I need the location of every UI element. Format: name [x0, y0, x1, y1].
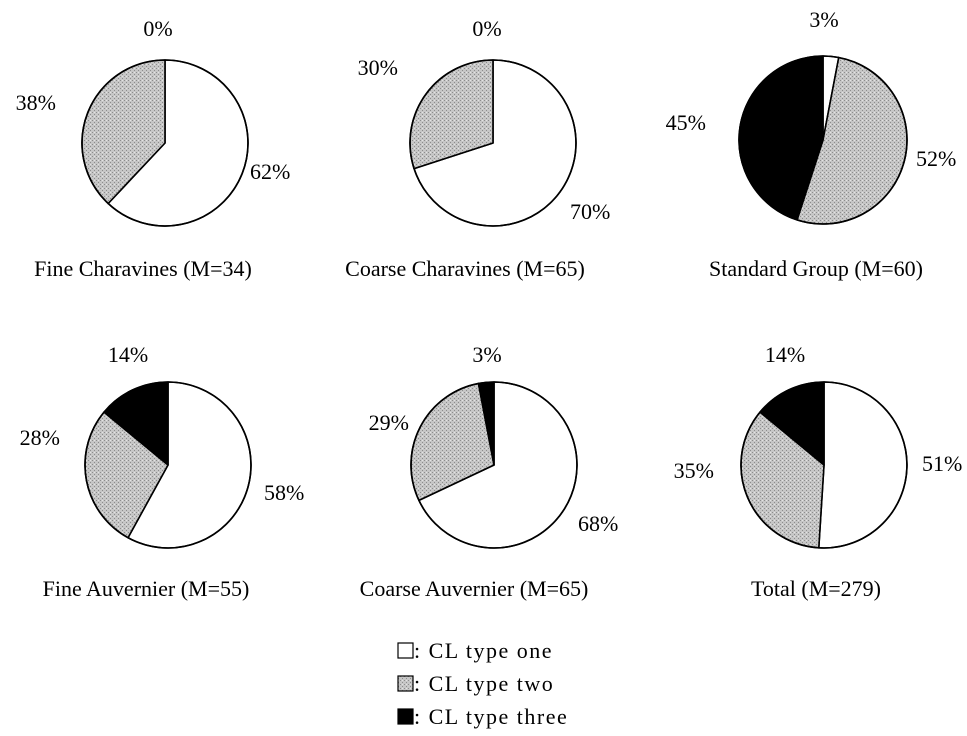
pie-chart-3: 3% 52% 45% Standard Group (M=60) [666, 7, 957, 281]
pie-1-label-type-two: 38% [16, 90, 56, 115]
pie-4-title: Fine Auvernier (M=55) [43, 576, 250, 601]
pie-chart-1: 62% 38% 0% Fine Charavines (M=34) [16, 16, 291, 281]
pie-2-label-type-one: 70% [570, 199, 610, 224]
pie-4-label-type-two: 28% [20, 425, 60, 450]
pie-3-label-type-three: 45% [666, 110, 706, 135]
pie-3-outline [738, 55, 908, 225]
pie-6-label-type-three: 14% [765, 342, 805, 367]
pie-5-outline [410, 381, 578, 549]
pie-6-outline [740, 381, 908, 549]
pie-3-title: Standard Group (M=60) [709, 256, 923, 281]
pie-2-label-type-three: 0% [472, 16, 501, 41]
pie-6-slice-type-one [817, 381, 908, 549]
pie-1-label-type-three: 0% [143, 16, 172, 41]
legend-label-type-three: : CL type three [414, 704, 568, 729]
pie-1-label-type-one: 62% [250, 159, 290, 184]
pie-2-outline [409, 59, 577, 227]
pie-6-title: Total (M=279) [751, 576, 881, 601]
pie-chart-4: 58% 28% 14% Fine Auvernier (M=55) [20, 342, 305, 601]
pie-chart-6: 51% 35% 14% Total (M=279) [674, 342, 963, 601]
legend-label-type-one: : CL type one [414, 638, 553, 663]
pie-4-outline [84, 381, 252, 549]
pie-5-label-type-two: 29% [369, 410, 409, 435]
pie-4-label-type-one: 58% [264, 480, 304, 505]
legend-swatch-type-two [397, 675, 414, 692]
pie-1-title: Fine Charavines (M=34) [34, 256, 252, 281]
pie-4-label-type-three: 14% [108, 342, 148, 367]
pie-3-label-type-one: 3% [809, 7, 838, 32]
legend-swatch-type-one [397, 642, 414, 659]
pie-2-label-type-two: 30% [358, 55, 398, 80]
pie-5-title: Coarse Auvernier (M=65) [360, 576, 589, 601]
legend: : CL type one : CL type two : CL type th… [397, 638, 568, 729]
pie-5-label-type-one: 68% [578, 511, 618, 536]
pie-6-label-type-two: 35% [674, 458, 714, 483]
pie-3-label-type-two: 52% [916, 146, 956, 171]
pie-5-label-type-three: 3% [472, 342, 501, 367]
pie-chart-5: 68% 29% 3% Coarse Auvernier (M=65) [360, 342, 619, 601]
pie-6-label-type-one: 51% [922, 451, 962, 476]
pie-chart-2: 70% 30% 0% Coarse Charavines (M=65) [345, 16, 610, 281]
legend-swatch-type-three [397, 708, 414, 725]
pies-layer: 62% 38% 0% Fine Charavines (M=34) 70% 30% 0% Co… [16, 7, 963, 601]
pie-2-title: Coarse Charavines (M=65) [345, 256, 585, 281]
legend-label-type-two: : CL type two [414, 671, 554, 696]
pie-1-outline [81, 59, 249, 227]
